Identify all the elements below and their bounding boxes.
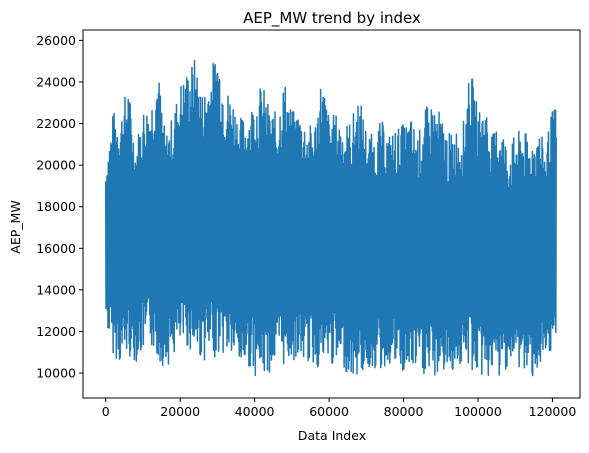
y-tick-label: 16000 xyxy=(36,241,76,256)
y-tick-label: 20000 xyxy=(36,158,76,173)
x-tick-label: 20000 xyxy=(160,404,200,419)
y-tick-label: 14000 xyxy=(36,282,76,297)
x-tick-label: 120000 xyxy=(529,404,577,419)
y-axis: 10000 12000 14000 16000 18000 20000 22000 24000… xyxy=(36,33,83,381)
x-axis: 0 20000 40000 60000 80000 100000 120000 xyxy=(102,398,577,419)
x-tick-label: 0 xyxy=(102,404,110,419)
x-tick-label: 40000 xyxy=(235,404,275,419)
y-axis-label: AEP_MW xyxy=(8,200,23,253)
y-tick-label: 18000 xyxy=(36,199,76,214)
x-tick-label: 60000 xyxy=(309,404,349,419)
y-tick-label: 22000 xyxy=(36,116,76,131)
x-axis-label: Data Index xyxy=(298,428,366,443)
x-tick-label: 80000 xyxy=(384,404,424,419)
y-tick-label: 10000 xyxy=(36,366,76,381)
y-tick-label: 26000 xyxy=(36,33,76,48)
y-tick-label: 12000 xyxy=(36,324,76,339)
y-tick-label: 24000 xyxy=(36,74,76,89)
x-tick-label: 100000 xyxy=(454,404,502,419)
series-line xyxy=(104,59,557,377)
plot-frame xyxy=(82,29,581,399)
plot-area xyxy=(104,59,557,377)
chart-title: AEP_MW trend by index xyxy=(243,9,421,28)
